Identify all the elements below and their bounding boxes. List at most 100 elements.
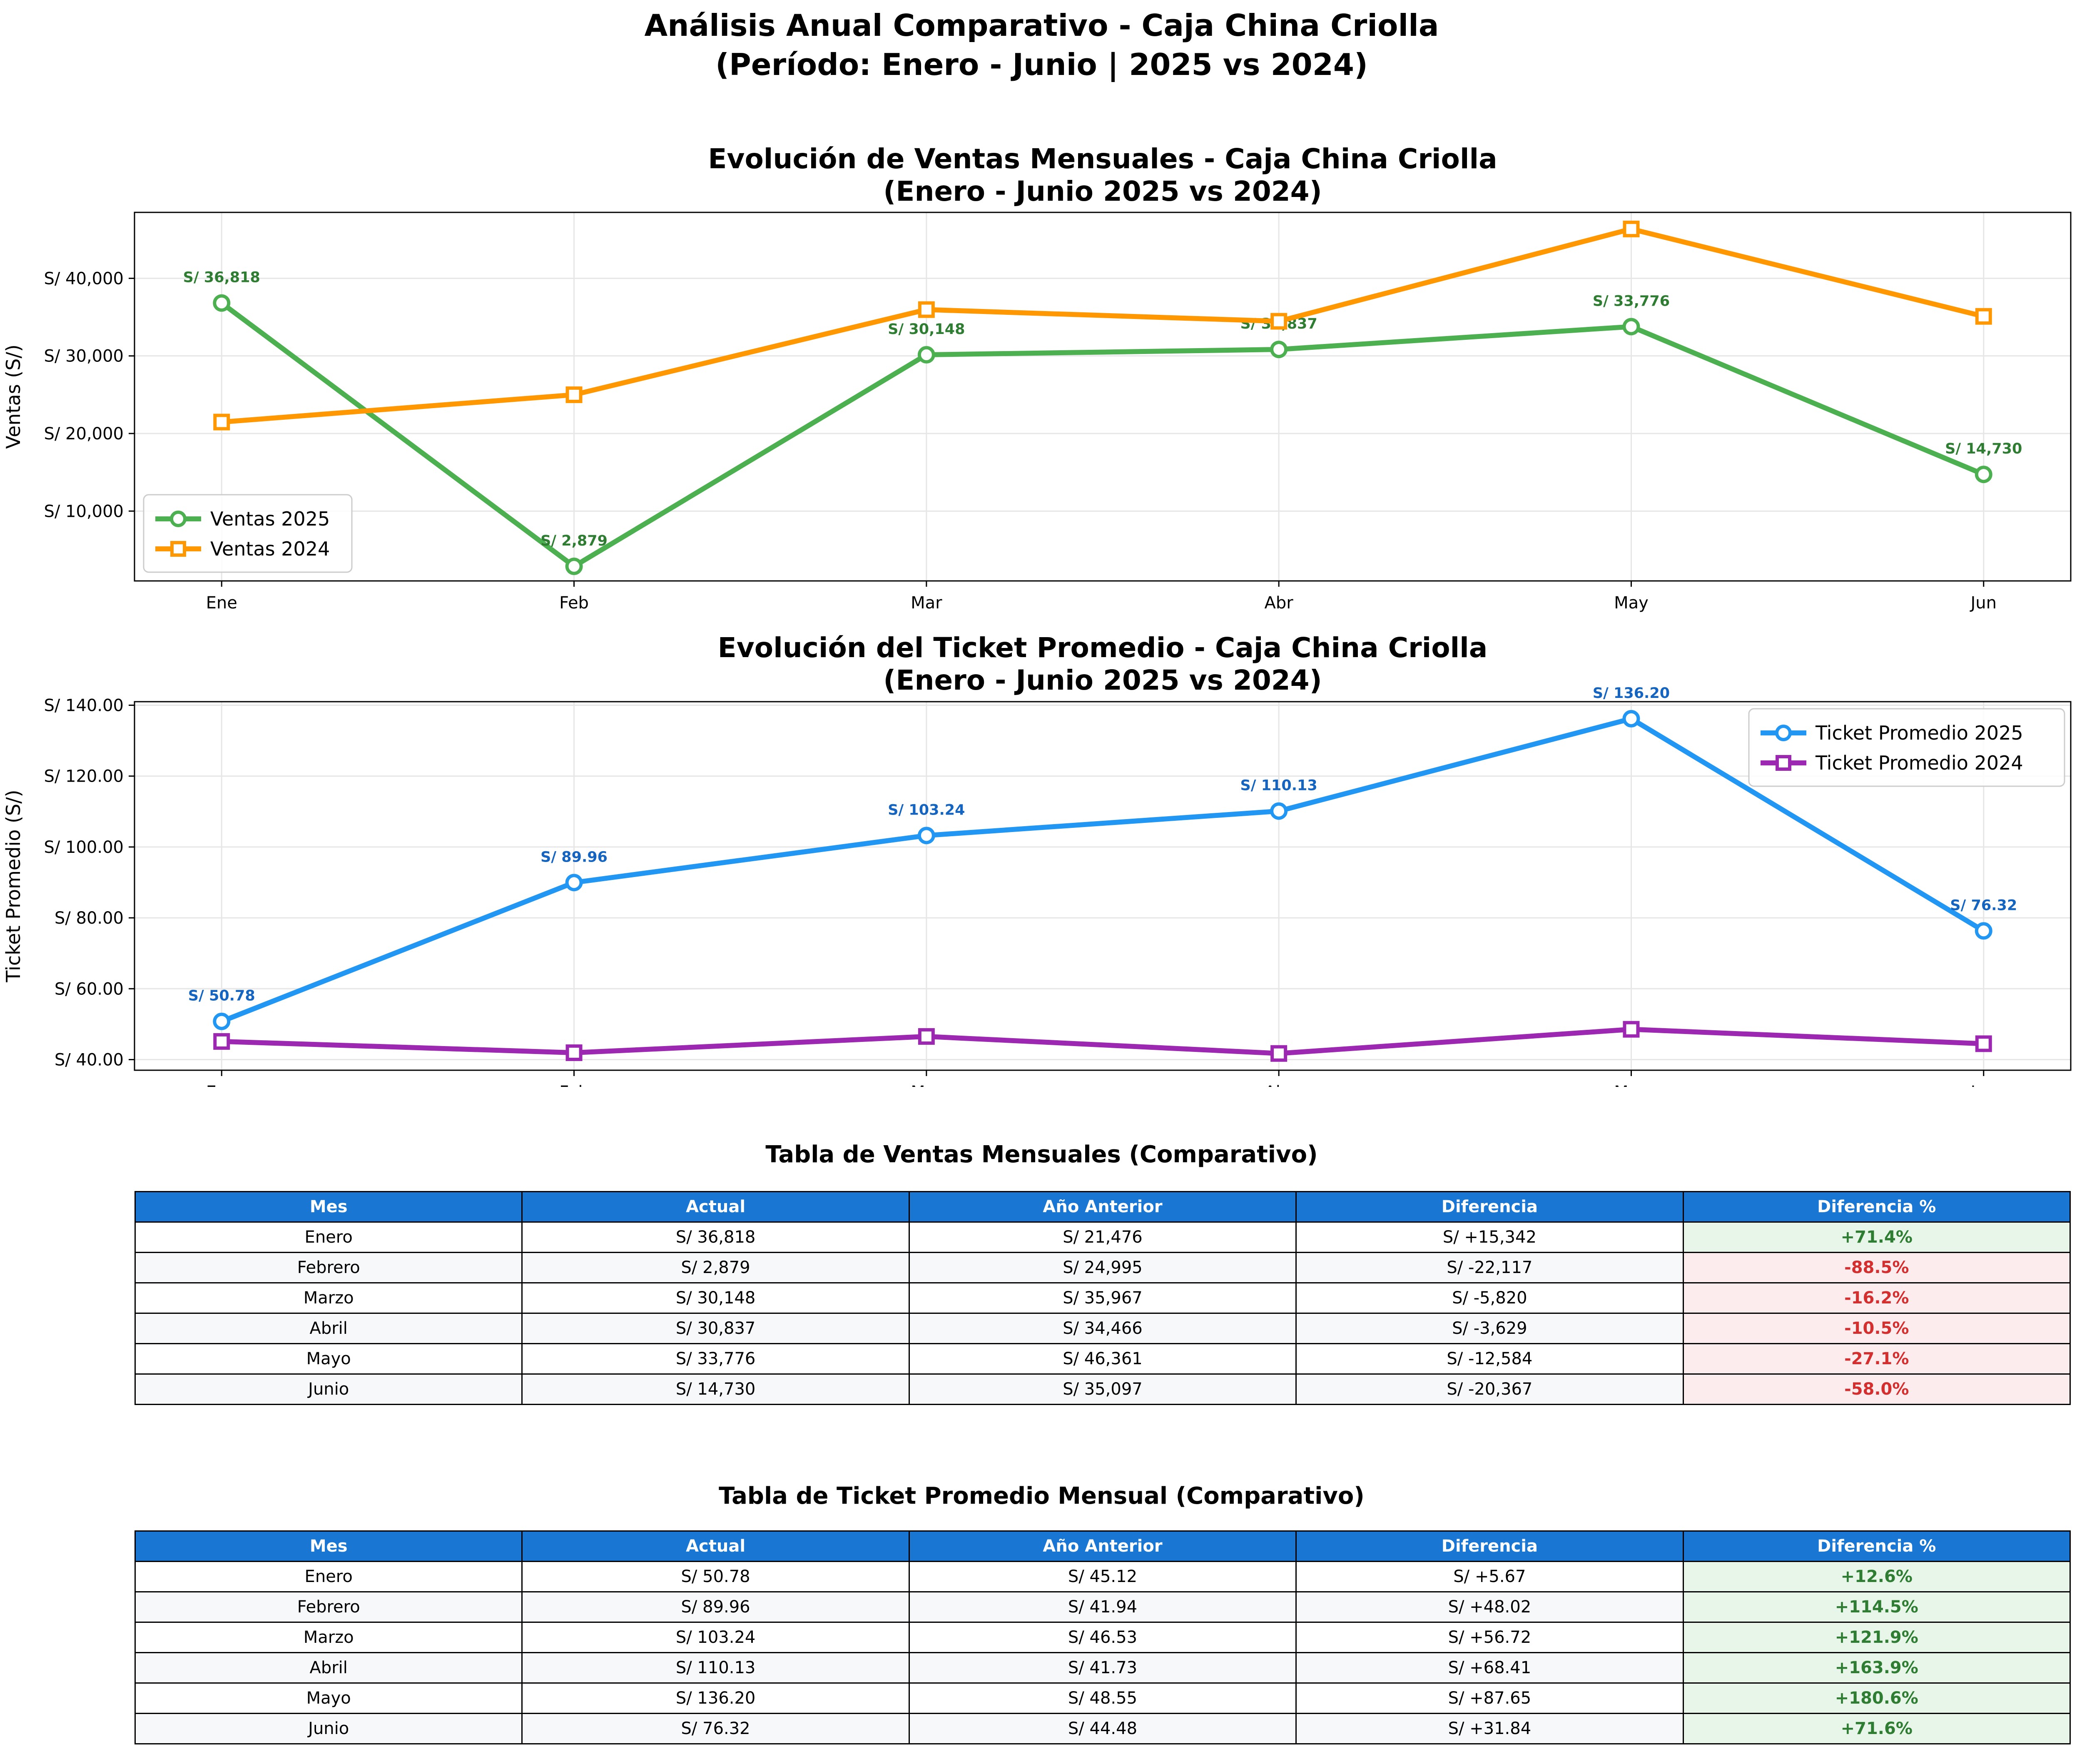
ticket-table-cell: Marzo <box>134 1622 523 1653</box>
ticket-table-cell: S/ 44.48 <box>908 1713 1297 1744</box>
ticket-table-row: Enero S/ 50.78 S/ 45.12 S/ +5.67 +12.6% <box>134 1561 2071 1592</box>
figure-title-line-1: Análisis Anual Comparativo - Caja China … <box>644 8 1439 43</box>
ticket-chart-ytick-label: S/ 60.00 <box>55 979 124 999</box>
sales-table-row: Abril S/ 30,837 S/ 34,466 S/ -3,629 -10.5% <box>134 1313 2071 1344</box>
ticket-table-cell: S/ 48.55 <box>908 1682 1297 1714</box>
ticket-table-cell: S/ +68.41 <box>1295 1652 1684 1684</box>
sales-table-cell: S/ 21,476 <box>908 1221 1297 1253</box>
sales-table-cell: Abril <box>134 1313 523 1344</box>
ticket-table-cell: S/ 41.73 <box>908 1652 1297 1684</box>
sales-table-cell: S/ 33,776 <box>521 1343 910 1375</box>
ticket-chart-xtick-label: Ene <box>206 1083 237 1087</box>
sales-chart-series-0-point <box>565 557 583 575</box>
sales-table-header-row: Mes Actual Año Anterior Diferencia Diferenci… <box>134 1191 2071 1223</box>
sales-chart-legend <box>143 494 353 573</box>
sales-table-title: Tabla de Ventas Mensuales (Comparativo) <box>765 1141 1318 1168</box>
ticket-table-cell: S/ +87.65 <box>1295 1682 1684 1714</box>
sales-chart-series-0-line <box>220 301 1985 569</box>
ticket-chart-xtick-label: Abr <box>1265 1083 1294 1087</box>
ticket-table-cell: S/ 103.24 <box>521 1622 910 1653</box>
ticket-chart-data-label: S/ 103.24 <box>888 802 965 818</box>
sales-chart-series-1-point <box>565 386 583 403</box>
ticket-table-title: Tabla de Ticket Promedio Mensual (Compar… <box>719 1482 1365 1510</box>
ticket-table-header-row: Mes Actual Año Anterior Diferencia Diferenci… <box>134 1530 2071 1562</box>
ticket-table-cell: Junio <box>134 1713 523 1744</box>
ticket-table-row: Febrero S/ 89.96 S/ 41.94 S/ +48.02 +114.5% <box>134 1591 2071 1623</box>
ticket-chart-ytick-label: S/ 100.00 <box>44 838 124 857</box>
sales-chart-series-0-point <box>213 294 231 312</box>
ticket-table-cell: +114.5% <box>1682 1591 2071 1623</box>
figure-title: Análisis Anual Comparativo - Caja China … <box>0 6 2082 84</box>
ticket-line-chart: Evolución del Ticket Promedio - Caja Chi… <box>2 632 2072 1087</box>
ticket-chart-ytick-label: S/ 140.00 <box>44 696 124 715</box>
sales-table-header-cell: Año Anterior <box>908 1191 1297 1223</box>
sales-table-cell: -10.5% <box>1682 1313 2071 1344</box>
sales-table-cell: -27.1% <box>1682 1343 2071 1375</box>
sales-chart-series-1-point <box>918 301 935 318</box>
ticket-table-cell: S/ +31.84 <box>1295 1713 1684 1744</box>
sales-chart-series-0-point <box>1975 466 1992 483</box>
sales-chart-series-1-point <box>1975 308 1992 325</box>
ticket-chart-xtick-label: Mar <box>911 1083 942 1087</box>
sales-table-row: Mayo S/ 33,776 S/ 46,361 S/ -12,584 -27.1% <box>134 1343 2071 1375</box>
ticket-table-cell: S/ 46.53 <box>908 1622 1297 1653</box>
ticket-chart-series-0-line <box>221 716 1985 1024</box>
ticket-table-cell: S/ 110.13 <box>521 1652 910 1684</box>
ticket-table-header-cell: Diferencia % <box>1682 1530 2071 1562</box>
sales-chart-data-label: S/ 14,730 <box>1945 441 2022 457</box>
ticket-chart-xtick-label: Jun <box>1970 1083 1997 1087</box>
sales-chart-title-line-1: Evolución de Ventas Mensuales - Caja Chi… <box>708 143 1497 175</box>
ticket-table-header-cell: Año Anterior <box>908 1530 1297 1562</box>
ticket-chart-ylabel: Ticket Promedio (S/) <box>2 790 25 982</box>
ticket-chart-series-1-point <box>918 1028 935 1045</box>
ticket-table-cell: Enero <box>134 1561 523 1592</box>
sales-table: Mes Actual Año Anterior Diferencia Diferenci… <box>134 1191 2071 1405</box>
sales-chart-xtick-label: Mar <box>911 593 942 613</box>
ticket-table-cell: S/ 76.32 <box>521 1713 910 1744</box>
ticket-table-cell: Abril <box>134 1652 523 1684</box>
sales-table-cell: S/ 30,148 <box>521 1282 910 1314</box>
ticket-table-row: Marzo S/ 103.24 S/ 46.53 S/ +56.72 +121.9% <box>134 1622 2071 1653</box>
ticket-chart-ytick-label: S/ 40.00 <box>55 1050 124 1069</box>
sales-table-cell: S/ +15,342 <box>1295 1221 1684 1253</box>
sales-table-cell: S/ -3,629 <box>1295 1313 1684 1344</box>
sales-table-cell: S/ 35,097 <box>908 1373 1297 1405</box>
sales-table-header-cell: Mes <box>134 1191 523 1223</box>
sales-chart-ytick-label: S/ 40,000 <box>44 269 124 288</box>
ticket-chart-ytick-label: S/ 80.00 <box>55 909 124 928</box>
ticket-chart-series-1-point <box>1623 1021 1640 1038</box>
sales-chart-series-1-point <box>213 414 230 431</box>
ticket-chart-series-0-point <box>1270 802 1288 820</box>
ticket-chart-series-0-point <box>565 874 583 892</box>
sales-chart-title-line-2: (Enero - Junio 2025 vs 2024) <box>883 175 1322 207</box>
sales-table-cell: S/ 46,361 <box>908 1343 1297 1375</box>
ticket-chart-series-0-point <box>1975 922 1992 940</box>
ticket-table-header-cell: Diferencia <box>1295 1530 1684 1562</box>
sales-chart-data-label: S/ 30,148 <box>888 321 965 338</box>
ticket-chart-xtick-label: May <box>1614 1083 1649 1087</box>
sales-chart-xtick-label: Feb <box>559 593 589 613</box>
sales-table-cell: +71.4% <box>1682 1221 2071 1253</box>
ticket-chart-series-1-point <box>565 1044 583 1061</box>
ticket-table-cell: S/ 89.96 <box>521 1591 910 1623</box>
ticket-table-cell: +180.6% <box>1682 1682 2071 1714</box>
ticket-table-cell: S/ +5.67 <box>1295 1561 1684 1592</box>
ticket-chart-legend-swatch-marker <box>1775 725 1792 741</box>
ticket-chart-legend-swatch-marker <box>1776 755 1791 771</box>
sales-table-cell: S/ -22,117 <box>1295 1252 1684 1283</box>
ticket-chart-legend-label: Ticket Promedio 2024 <box>1815 752 2023 774</box>
sales-table-cell: Marzo <box>134 1282 523 1314</box>
sales-table-row: Febrero S/ 2,879 S/ 24,995 S/ -22,117 -88.5% <box>134 1252 2071 1283</box>
ticket-chart-data-label: S/ 50.78 <box>188 988 255 1004</box>
sales-table-cell: S/ -5,820 <box>1295 1282 1684 1314</box>
sales-table-cell: Febrero <box>134 1252 523 1283</box>
sales-table-header-cell: Actual <box>521 1191 910 1223</box>
ticket-table-header-cell: Mes <box>134 1530 523 1562</box>
figure-title-line-2: (Período: Enero - Junio | 2025 vs 2024) <box>715 47 1368 82</box>
sales-table-cell: Mayo <box>134 1343 523 1375</box>
ticket-table-cell: Mayo <box>134 1682 523 1714</box>
sales-table-cell: S/ -20,367 <box>1295 1373 1684 1405</box>
sales-table-cell: S/ 2,879 <box>521 1252 910 1283</box>
sales-chart-ylabel: Ventas (S/) <box>2 344 25 449</box>
ticket-table-cell: +12.6% <box>1682 1561 2071 1592</box>
